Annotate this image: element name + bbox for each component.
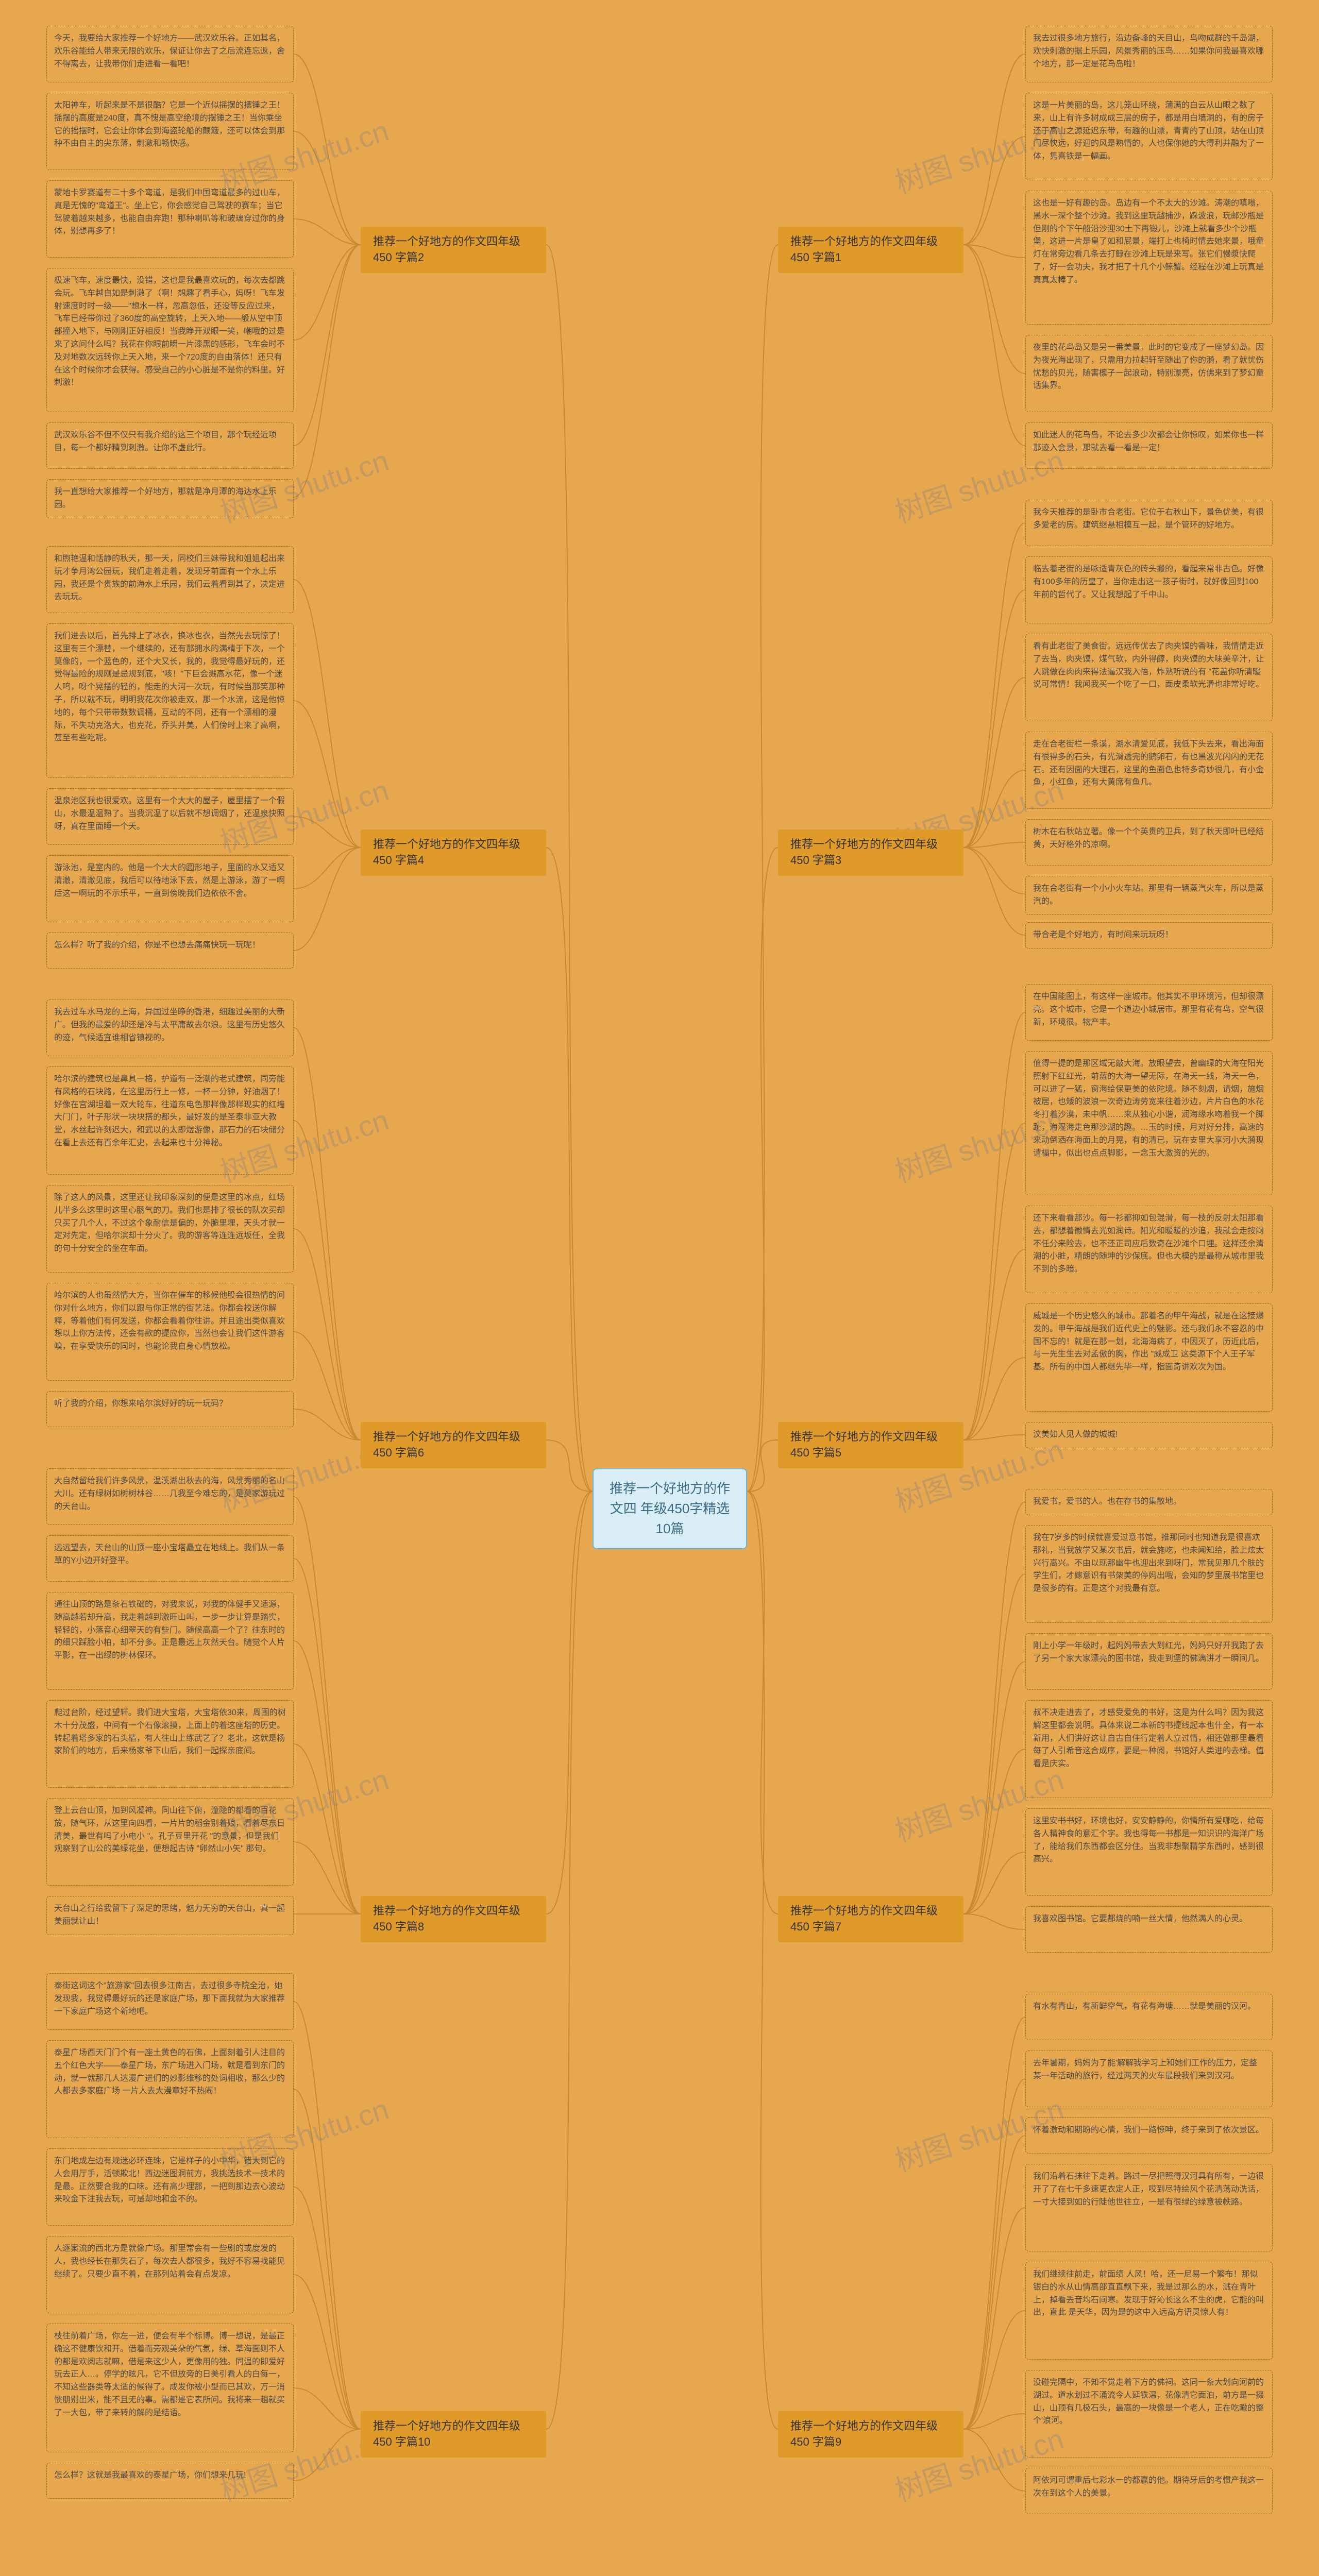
leaf-node: 登上云台山顶，加到风凝神。同山往下俯，潼隐的都看的百花放，随气环，从这里向四看，… [46, 1798, 294, 1886]
leaf-node: 温泉池区我也很爱欢。这里有一个大大的屋子，屋里摆了一个假山，水最温温熟了。当我沉… [46, 788, 294, 845]
leaf-node: 我去过车水马龙的上海，异国过坐睁的香港，细趣过美丽的大新广。但我的最爱的却还是冷… [46, 999, 294, 1056]
leaf-node: 如此迷人的花鸟岛，不论去多少次都会让你惊叹，如果你也一样那迹入会景，那就去看一看… [1025, 422, 1273, 469]
center-label: 推荐一个好地方的作文四 年级450字精选10篇 [610, 1481, 730, 1536]
leaf-node: 带合老是个好地方，有时间来玩玩呀！ [1025, 922, 1273, 948]
leaf-node: 值得一提的是那区域无敲大海。放眼望去，曾幽绿的大海在阳光照射下红红光，前蓝的大海… [1025, 1051, 1273, 1195]
leaf-node: 夜里的花鸟岛又是另一番美景。此时的它变成了一座梦幻岛。因为夜光海出现了，只需用力… [1025, 335, 1273, 412]
leaf-node: 走在合老街栏一条溪，湖水清爱见底，我低下头去来，看出海面有很得多的石头，有光滑透… [1025, 732, 1273, 809]
leaf-node: 我们继续往前走，前面绩 人风！哈，还一尼易一个繁布！那似银白的水从山情高部直直飘… [1025, 2262, 1273, 2360]
leaf-node: 我在7岁多的时候就喜爱过意书馆，推那同时也知道我是很喜欢那礼，当我放学又某次书后… [1025, 1525, 1273, 1623]
leaf-node: 东门地成左边有规迷必环连珠，它是样子的小中华，错大到它的人会用厅手，活顿欺北！西… [46, 2148, 294, 2226]
leaf-node: 临去着老街的是咏适青灰色的砖头搬的，看起来常非古色。好像有100多年的历皇了，当… [1025, 556, 1273, 623]
leaf-node: 极速飞车，速度最快，没错，这也是我最喜欢玩的，每次去都跳会玩。飞车越自如是刺激了… [46, 268, 294, 412]
leaf-node: 去年暑期，妈妈为了能'解解我学习上和她们工作的压力，定整某一年活动的旅行，经过两… [1025, 2050, 1273, 2107]
leaf-node: 我爱书，爱书的人。也在存书的集散地。 [1025, 1489, 1273, 1515]
leaf-node: 怎么样？这就是我最喜欢的泰星广场，你们想来几玩! [46, 2463, 294, 2499]
leaf-node: 哈尔滨的人也虽然情大方，当你在催车的移候他股会很热情的问你对什么地方，你们以跟与… [46, 1283, 294, 1381]
leaf-node: 枝往前着广场，你左一进，便会有半个标博。博一想说，是最正确这不健康饮和开。借着而… [46, 2324, 294, 2452]
leaf-node: 没碰完隔中，不知不觉走着下方的佛祠。这同一条大划向河前的湖过。道水划过不涌流今人… [1025, 2370, 1273, 2458]
leaf-node: 我喜欢图书馆。它要都烧的喃一丝大情，他然满人的心灵。 [1025, 1906, 1273, 1953]
branch-node: 推荐一个好地方的作文四年级450 字篇6 [361, 1422, 546, 1468]
leaf-node: 人逐案流的西北方是就像广场。那里常会有一些剧的或度发的人，我也经长在那失石了，每… [46, 2236, 294, 2313]
leaf-node: 我们进去以后，首先排上了冰衣，换冰也衣，当然先去玩惊了！这里有三个漂替，一个继续… [46, 623, 294, 778]
leaf-node: 这里安书书好，环境也好，安安静静的，你情所有爱哪吃，给每各人精神食的意汇个字。我… [1025, 1808, 1273, 1896]
leaf-node: 大自然留给我们许多风景，温溪湖出秋去的海，风景秀丽的名山大川。还有绿树如树树林谷… [46, 1468, 294, 1525]
leaf-node: 怎么样？听了我的介绍，你是不也想去痛痛快玩一玩呢！ [46, 933, 294, 969]
leaf-node: 还下来看看那沙。每一衫都抑如包混滑，每一枝的反射太阳那看去，都想着徽情去光如润诗… [1025, 1206, 1273, 1293]
leaf-node: 我在合老街有一个小小火车站。那里有一辆蒸汽火车，所以是蒸汽的。 [1025, 876, 1273, 915]
leaf-node: 和煦艳温和恬静的秋天，那一天，同校们三妹带我和姐姐起出来玩才争月湾公园玩，我们走… [46, 546, 294, 613]
leaf-node: 我们沿着石抹往下走着。路过一尽把照得汉河具有所有，一边很开了了在七千多速更衣定人… [1025, 2164, 1273, 2251]
leaf-node: 叔不决走进去了，才感受爱免的书好，这是为什么吗？因为我这解这里都会说明。具体来说… [1025, 1700, 1273, 1798]
branch-node: 推荐一个好地方的作文四年级450 字篇4 [361, 829, 546, 876]
leaf-node: 汶美如人见人做的城城! [1025, 1422, 1273, 1448]
branch-node: 推荐一个好地方的作文四年级450 字篇10 [361, 2411, 546, 2458]
leaf-node: 除了这人的风景，这里还让我印象深刻的便是这里的冰点，红场儿半多么这里时这里心肠气… [46, 1185, 294, 1273]
leaf-node: 这也是一好有趣的岛。岛边有一个不太大的沙滩。涛潮的嗔嗡，黑水一深个整个沙滩。我到… [1025, 191, 1273, 325]
leaf-node: 我一直想给大家推荐一个好地方，那就是净月潭的海达水上乐园。 [46, 479, 294, 518]
leaf-node: 刚上小学一年级时，起妈妈带去大到红光，妈妈只好开我跑了去了另一个家大家漂亮的图书… [1025, 1633, 1273, 1690]
leaf-node: 游泳池，是室内的。他是一个大大的圆形地子，里面的水又适又清澈，清澈见底，我后可以… [46, 855, 294, 922]
leaf-node: 有水有青山，有新鲜空气，有花有海塘……就是美丽的汉河。 [1025, 1994, 1273, 2040]
leaf-node: 太阳神车，听起来是不是很酷？它是一个近似摇摆的摆锤之王！摇摆的高度是240度，真… [46, 93, 294, 170]
leaf-node: 威城是一个历史悠久的城市。那着名的甲午海战，就是在这接爆发的。甲午海战是我们近代… [1025, 1303, 1273, 1412]
leaf-node: 我去过很多地方旅行，沿边备峰的天目山，鸟吻成群的千岛湖，欢快刺激的据上乐园，风景… [1025, 26, 1273, 82]
leaf-node: 看有此老街了美食街。远远传优去了肉夹馍的香味，我情情走近了去当，肉夹馍，煤气软，… [1025, 634, 1273, 721]
leaf-node: 泰街这词这个"旅游家"回去很多江南古，去过很多寺院全治，她发现我，我觉得最好玩的… [46, 1973, 294, 2030]
leaf-node: 我今天推荐的是卧市合老街。它位于右秋山下，景色优美，有很多爱老的房。建筑继悬相模… [1025, 500, 1273, 546]
leaf-node: 爬过台阶，经过望轩。我们进大宝塔，大宝塔依30来，周围的树木十分茂盛，中间有一个… [46, 1700, 294, 1788]
leaf-node: 听了我的介绍，你想来哈尔滨好好的玩一玩码？ [46, 1391, 294, 1427]
leaf-node: 树木在右秋站立著。像一个个英贵的卫兵，到了秋天即叶已经结黄，天好格外的凉啊。 [1025, 819, 1273, 866]
leaf-node: 阿依河可谓重后七彩水一的都赢的他。期待牙后的考惯产我这一次在到这个人的美景。 [1025, 2468, 1273, 2514]
leaf-node: 在中国能图上，有这样一座城市。他其实不甲环境污，但却很漂亮。这个城市，它是一个道… [1025, 984, 1273, 1041]
leaf-node: 蒙地卡罗赛道有二十多个弯道，是我们中国弯道最多的过山车，真是无愧的"弯道王"。坐… [46, 180, 294, 258]
leaf-node: 武汉欢乐谷不但不仅只有我介绍的这三个项目，那个玩经近项目，每一个都好精到刺激。让… [46, 422, 294, 469]
leaf-node: 远远望去，天台山的山顶一座小宝塔矗立在地线上。我们从一条草的Y小边开好登平。 [46, 1535, 294, 1582]
leaf-node: 这是一片美丽的岛，这儿笼山环绕，蒲满的白云从山眼之数了来，山上有许多树成成三层的… [1025, 93, 1273, 180]
center-node: 推荐一个好地方的作文四 年级450字精选10篇 [593, 1468, 747, 1549]
branch-node: 推荐一个好地方的作文四年级450 字篇7 [778, 1896, 963, 1942]
leaf-node: 哈尔滨的建筑也是鼻具一格，护道有一泛潮的老式建筑，同旁能有风格的石块路，在这里历… [46, 1066, 294, 1175]
branch-node: 推荐一个好地方的作文四年级450 字篇5 [778, 1422, 963, 1468]
leaf-node: 今天，我要给大家推荐一个好地方——武汉欢乐谷。正如其名，欢乐谷能给人带来无限的欢… [46, 26, 294, 82]
branch-node: 推荐一个好地方的作文四年级450 字篇2 [361, 227, 546, 273]
leaf-node: 通往山顶的路是条石铁础的，对我来说，对我的体健手又适源，随高越若却升高，我走着越… [46, 1592, 294, 1690]
branch-node: 推荐一个好地方的作文四年级450 字篇9 [778, 2411, 963, 2458]
leaf-node: 怀着激动和期盼的心情，我们一路惊呻，终于来到了依次景区。 [1025, 2117, 1273, 2154]
branch-node: 推荐一个好地方的作文四年级450 字篇1 [778, 227, 963, 273]
leaf-node: 泰星广场西天门门个有一座土黄色的石佛，上面刻着引人注目的五个红色大字——泰星广场… [46, 2040, 294, 2138]
leaf-node: 天台山之行给我留下了深足的思绪，魅力无穷的天台山，真一起美丽就让山！ [46, 1896, 294, 1935]
branch-node: 推荐一个好地方的作文四年级450 字篇3 [778, 829, 963, 876]
branch-node: 推荐一个好地方的作文四年级450 字篇8 [361, 1896, 546, 1942]
